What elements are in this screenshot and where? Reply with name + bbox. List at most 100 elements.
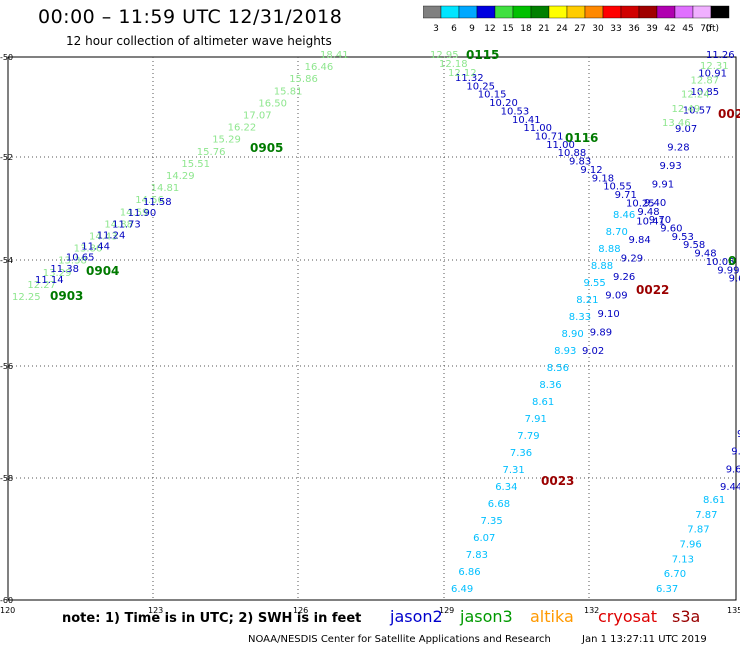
wave-height-value: 12.49	[672, 104, 701, 115]
wave-height-value: 15.29	[212, 135, 241, 146]
wave-height-value: 7.83	[466, 550, 488, 561]
wave-height-value: 11.90	[128, 208, 157, 219]
wave-height-value: 13.86	[74, 244, 103, 255]
scale-label: 33	[610, 24, 621, 34]
wave-height-value: 6.86	[458, 567, 480, 578]
map-subtitle: 12 hour collection of altimeter wave hei…	[66, 34, 332, 48]
wave-height-value: 9.60	[726, 464, 740, 475]
credit-line: NOAA/NESDIS Center for Satellite Applica…	[248, 634, 551, 645]
wave-height-value: 10.57	[683, 106, 712, 117]
wave-height-value: 14.59	[120, 207, 149, 218]
wave-height-value: 7.36	[510, 448, 532, 459]
wave-height-value: 11.58	[143, 197, 172, 208]
wave-height-value: 9	[737, 429, 740, 440]
satellite-legend-s3a: s3a	[672, 607, 701, 626]
wave-height-value: 7.87	[687, 525, 709, 536]
wave-height-value: 16.46	[305, 62, 334, 73]
footer-note: note: 1) Time is in UTC; 2) SWH is in fe…	[62, 611, 362, 626]
wave-height-value: 10.85	[691, 87, 720, 98]
pass-id-label: 002	[718, 107, 740, 121]
scale-label: 45	[682, 24, 693, 34]
wave-height-value: 8.21	[576, 295, 598, 306]
wave-height-value: 9.29	[621, 254, 643, 265]
satellite-legend-jason3: jason3	[460, 607, 513, 626]
wave-height-value: 9.10	[598, 309, 620, 320]
wave-height-value: 18.41	[320, 50, 349, 61]
longitude-label: 120	[0, 606, 15, 615]
scale-label: 42	[664, 24, 675, 34]
pass-id-label: 0116	[565, 131, 598, 145]
scale-label: 30	[592, 24, 604, 34]
wave-height-value: 11.38	[50, 264, 79, 275]
wave-height-value: 6.07	[473, 533, 495, 544]
scale-label: 27	[574, 24, 585, 34]
wave-height-value: 9.93	[660, 161, 682, 172]
wave-height-value: 9.60	[660, 224, 682, 235]
wave-height-value: 11.32	[455, 73, 484, 84]
wave-height-value: 16.22	[228, 123, 257, 134]
wave-height-value: 14.29	[166, 171, 195, 182]
scale-label: 15	[502, 24, 513, 34]
wave-height-value: 9.48	[694, 249, 716, 260]
wave-height-value: 11.26	[706, 50, 735, 61]
wave-height-value: 6.70	[664, 569, 686, 580]
wave-height-value: 13.46	[662, 118, 691, 129]
wave-height-value: 10.55	[603, 182, 632, 193]
wave-height-value: 9.12	[580, 165, 602, 176]
wave-height-value: 6.34	[495, 482, 517, 493]
wave-height-value: 12.87	[691, 75, 720, 86]
scale-label: 39	[646, 24, 658, 34]
wave-height-value: 9.84	[629, 235, 651, 246]
wave-height-value: 12.24	[681, 90, 710, 101]
wave-height-value: 9.02	[582, 346, 604, 357]
wave-height-value: 14.81	[151, 183, 180, 194]
wave-height-value: 8.61	[532, 397, 554, 408]
wave-height-value: 14.43	[89, 232, 118, 243]
wave-height-value: 16.50	[258, 98, 287, 109]
wave-height-value: 7.96	[680, 540, 702, 551]
wave-height-value: 10.91	[698, 69, 727, 80]
wave-height-value: 6.37	[656, 584, 678, 595]
pass-id-label: 0023	[541, 474, 574, 488]
scale-label: 21	[538, 24, 549, 34]
scale-unit: (ft)	[705, 24, 719, 34]
wave-height-value: 8.36	[539, 380, 561, 391]
wave-height-value: 12.25	[12, 292, 41, 303]
scale-label: 9	[469, 24, 475, 34]
wave-height-value: 12.18	[439, 59, 468, 70]
wave-height-value: 9.58	[683, 240, 705, 251]
wave-height-value: 10.05	[706, 257, 735, 268]
wave-height-value: 15.81	[274, 86, 303, 97]
generated-timestamp: Jan 1 13:27:11 UTC 2019	[582, 634, 707, 645]
wave-height-value: 15.86	[289, 74, 318, 85]
wave-height-value: 10.20	[489, 98, 518, 109]
wave-height-value: 10.41	[512, 115, 541, 126]
wave-height-value: 10.88	[558, 148, 587, 159]
pass-id-label: 0905	[250, 141, 283, 155]
wave-height-value: 7.35	[481, 516, 503, 527]
wave-height-value: 8.88	[591, 261, 613, 272]
wave-height-value: 10.71	[535, 132, 564, 143]
wave-height-value: 13.29	[43, 268, 72, 279]
satellite-legend-cryosat: cryosat	[598, 607, 658, 626]
wave-height-value: 8.33	[569, 312, 591, 323]
wave-height-value: 9.89	[590, 328, 612, 339]
longitude-label: 135	[727, 606, 740, 615]
wave-height-value: 9.65	[729, 274, 740, 285]
longitude-label: 132	[584, 606, 599, 615]
wave-height-value: 9.07	[675, 124, 697, 135]
pass-id-label: 0	[728, 254, 736, 268]
wave-height-value: 15.76	[197, 147, 226, 158]
longitude-label: 126	[293, 606, 308, 615]
pass-id-label: 0904	[86, 264, 119, 278]
wave-height-value: 9.55	[584, 278, 606, 289]
pass-id-label: 0903	[50, 289, 83, 303]
pass-id-label: 0022	[636, 283, 669, 297]
wave-height-value: 14.88	[104, 219, 133, 230]
wave-height-value: 17.07	[243, 111, 272, 122]
wave-height-value: 9.28	[667, 143, 689, 154]
latitude-label: -60	[0, 596, 13, 605]
wave-height-value: 6.49	[451, 584, 473, 595]
latitude-label: -52	[0, 153, 13, 162]
